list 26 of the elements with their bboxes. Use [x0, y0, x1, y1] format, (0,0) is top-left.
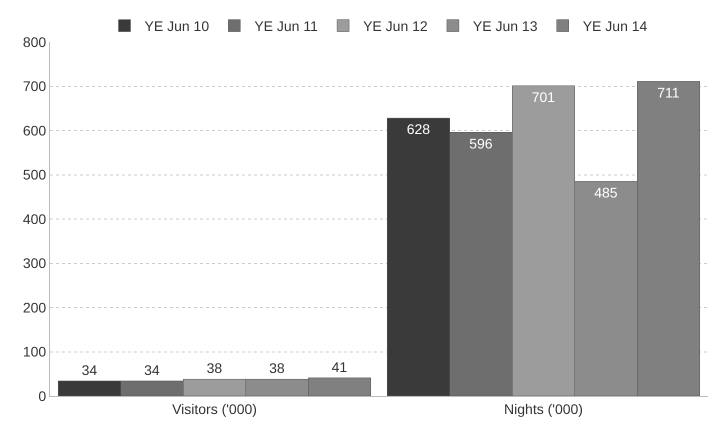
y-tick-label: 700: [22, 78, 46, 94]
data-label: 596: [469, 135, 493, 152]
legend-label: YE Jun 10: [144, 18, 210, 34]
y-tick-label: 100: [22, 344, 46, 360]
data-label: 485: [594, 184, 618, 200]
legend-label: YE Jun 13: [472, 18, 538, 34]
data-label: 701: [532, 88, 556, 105]
y-tick-label: 0: [38, 388, 46, 404]
data-label: 628: [406, 121, 430, 138]
y-tick-label: 600: [22, 122, 46, 138]
data-label: 38: [269, 360, 285, 376]
y-tick-label: 400: [22, 210, 46, 227]
x-tick-label: Nights ('000): [504, 400, 583, 417]
y-tick-label: 200: [22, 299, 46, 316]
data-label: 38: [206, 360, 222, 376]
legend-label: YE Jun 11: [254, 18, 318, 34]
data-label: 34: [82, 362, 98, 378]
x-tick-label: Visitors ('000): [172, 400, 257, 417]
y-tick-label: 500: [22, 166, 46, 183]
y-tick-label: 800: [22, 34, 46, 50]
data-label: 41: [332, 358, 348, 375]
legend-label: YE Jun 12: [363, 18, 428, 34]
data-label: 711: [657, 84, 680, 100]
data-label: 34: [144, 362, 160, 378]
y-tick-label: 300: [22, 255, 46, 272]
legend-label: YE Jun 14: [582, 18, 648, 34]
